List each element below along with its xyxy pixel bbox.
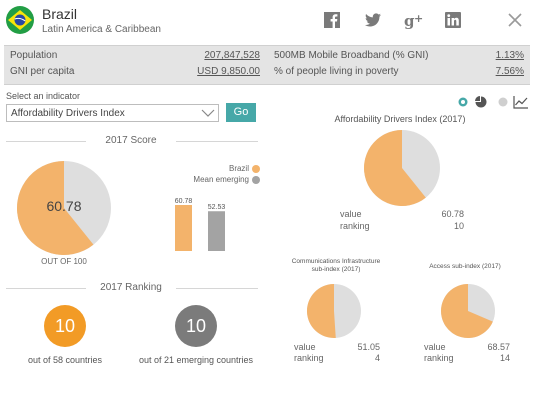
go-button[interactable]: Go bbox=[226, 103, 256, 122]
country-name: Brazil bbox=[42, 6, 78, 22]
population-value: 207,847,528 bbox=[204, 50, 260, 61]
pie-view-radio[interactable] bbox=[458, 97, 468, 107]
linkedin-icon[interactable] bbox=[444, 11, 462, 29]
comm-ranking-label: ranking bbox=[294, 353, 324, 363]
close-icon[interactable] bbox=[507, 12, 523, 28]
broadband-label: 500MB Mobile Broadband (% GNI) bbox=[274, 50, 429, 61]
svg-text:g: g bbox=[404, 12, 415, 29]
legend-mean-swatch bbox=[252, 175, 260, 184]
gni-value: USD 9,850.00 bbox=[197, 66, 260, 77]
stats-bar: Population 207,847,528 GNI per capita US… bbox=[4, 45, 530, 85]
gni-label: GNI per capita bbox=[10, 66, 75, 77]
main-value-label: value bbox=[340, 209, 362, 219]
ranking-section-title: 2017 Ranking bbox=[100, 282, 162, 293]
comm-value-label: value bbox=[294, 342, 316, 352]
facebook-icon[interactable] bbox=[323, 11, 341, 29]
main-pie-title: Affordability Drivers Index (2017) bbox=[334, 114, 466, 124]
broadband-value: 1.13% bbox=[495, 50, 524, 61]
comm-pie-title: Communications Infrastructure sub-index … bbox=[278, 258, 394, 274]
brazil-flag-icon bbox=[6, 6, 34, 34]
indicator-select[interactable]: Affordability Drivers Index bbox=[6, 104, 219, 122]
main-pie-slice bbox=[364, 130, 426, 206]
rank-emerging-circle: 10 bbox=[175, 305, 217, 347]
pie-view-icon[interactable] bbox=[475, 96, 487, 108]
indicator-select-value: Affordability Drivers Index bbox=[11, 108, 125, 119]
rank-emerging-text: out of 21 emerging countries bbox=[138, 355, 254, 365]
comm-ranking: 4 bbox=[374, 353, 380, 363]
header: Brazil Latin America & Caribbean g + bbox=[0, 0, 535, 44]
twitter-icon[interactable] bbox=[364, 11, 382, 29]
main-ranking: 10 bbox=[453, 221, 464, 231]
access-ranking: 14 bbox=[499, 353, 510, 363]
access-value-label: value bbox=[424, 342, 446, 352]
line-view-radio[interactable] bbox=[498, 97, 508, 107]
score-value: 60.78 bbox=[46, 198, 82, 214]
comm-pie-title-line1: Communications Infrastructure bbox=[291, 258, 381, 265]
google-plus-icon[interactable]: g + bbox=[404, 11, 424, 29]
ranking-divider-left bbox=[6, 288, 86, 289]
access-pie-title: Access sub-index (2017) bbox=[429, 263, 501, 270]
score-pie-chart bbox=[16, 161, 111, 255]
legend-brazil-swatch bbox=[252, 164, 260, 173]
comm-pie-chart bbox=[306, 284, 361, 338]
legend-mean-emerging: Mean emerging bbox=[170, 175, 260, 184]
legend-mean-label: Mean emerging bbox=[193, 175, 249, 184]
access-pie-slice bbox=[441, 284, 493, 338]
rank-all-text: out of 58 countries bbox=[27, 355, 103, 365]
rank-all-circle: 10 bbox=[44, 305, 86, 347]
score-out-of: OUT OF 100 bbox=[41, 257, 87, 266]
line-view-icon[interactable] bbox=[513, 96, 528, 109]
score-bar-chart: 60.78 52.53 bbox=[175, 198, 226, 251]
bar-mean-label: 52.53 bbox=[208, 204, 226, 211]
view-toggle bbox=[458, 96, 528, 109]
bar-mean-emerging bbox=[208, 211, 225, 251]
legend-brazil-label: Brazil bbox=[228, 164, 249, 173]
access-value: 68.57 bbox=[487, 342, 510, 352]
ranking-divider-right bbox=[176, 288, 258, 289]
legend-brazil: Brazil bbox=[170, 164, 260, 173]
main-ranking-label: ranking bbox=[340, 221, 370, 231]
score-pie-slice bbox=[16, 161, 94, 255]
poverty-label: % of people living in poverty bbox=[274, 66, 399, 77]
access-pie-chart bbox=[441, 284, 495, 338]
indicator-select-label: Select an indicator bbox=[6, 91, 81, 101]
svg-text:+: + bbox=[414, 12, 423, 25]
poverty-value: 7.56% bbox=[495, 66, 524, 77]
comm-pie-title-line2: sub-index (2017) bbox=[311, 266, 361, 273]
main-pie-chart bbox=[364, 130, 440, 206]
comm-pie-slice bbox=[306, 284, 336, 338]
chevron-down-icon bbox=[201, 109, 215, 117]
score-section-title: 2017 Score bbox=[105, 135, 157, 146]
comm-value: 51.05 bbox=[357, 342, 380, 352]
score-divider-right bbox=[176, 141, 258, 142]
access-ranking-label: ranking bbox=[424, 353, 454, 363]
region-name: Latin America & Caribbean bbox=[42, 24, 161, 35]
score-divider-left bbox=[6, 141, 86, 142]
bar-brazil-label: 60.78 bbox=[175, 198, 193, 205]
bar-brazil bbox=[175, 205, 192, 251]
main-value: 60.78 bbox=[441, 209, 464, 219]
population-label: Population bbox=[10, 50, 58, 61]
